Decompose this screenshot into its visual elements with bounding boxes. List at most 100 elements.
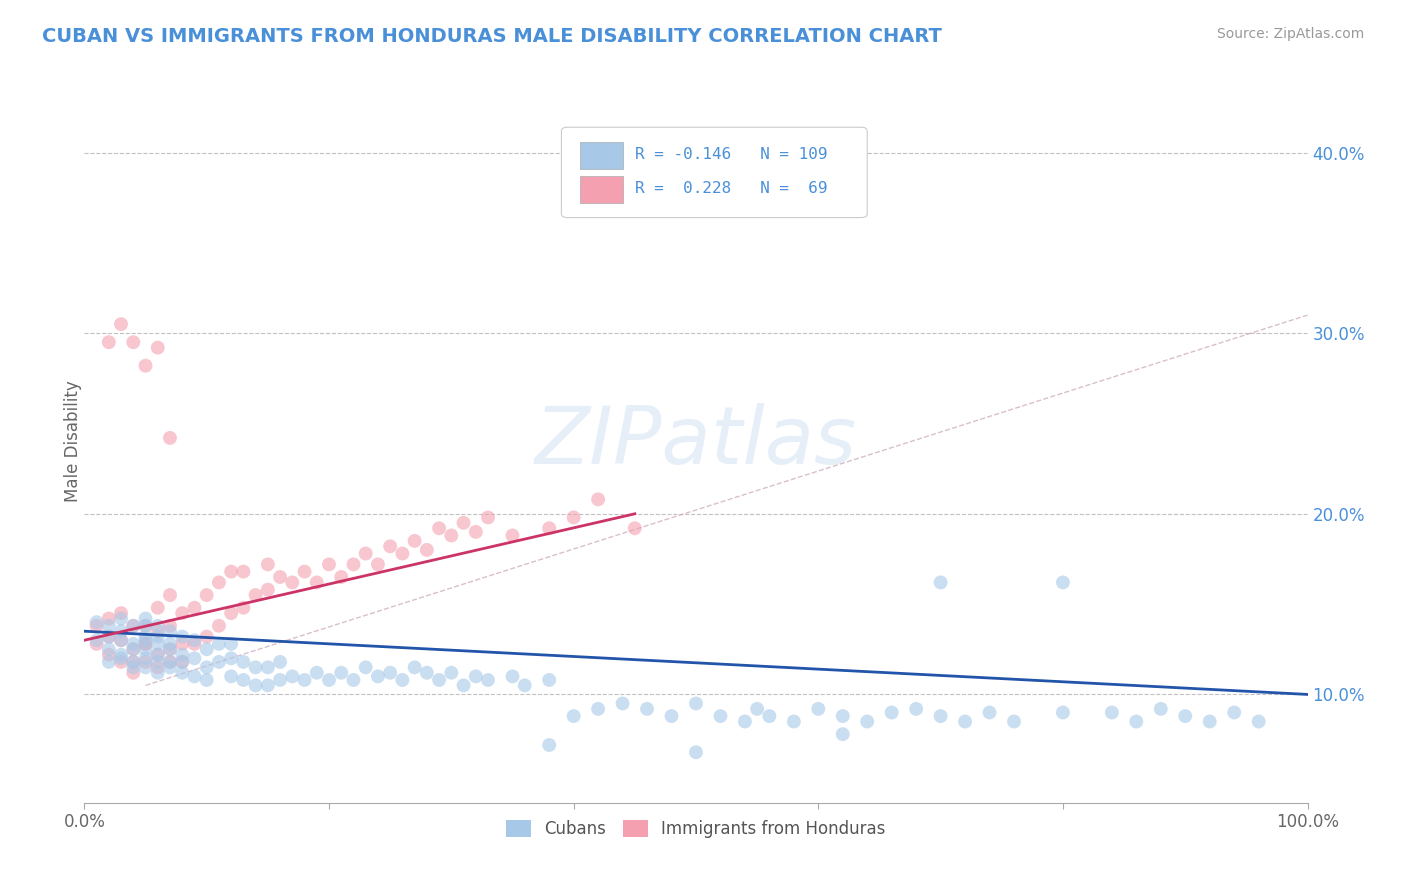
Point: [208, 575, 231, 590]
Point: [477, 673, 499, 687]
Point: [122, 619, 145, 633]
Point: [257, 582, 280, 597]
Point: [97, 611, 120, 625]
Point: [86, 615, 108, 630]
Point: [97, 655, 120, 669]
Point: [709, 709, 731, 723]
Point: [318, 673, 340, 687]
Y-axis label: Male Disability: Male Disability: [65, 381, 82, 502]
Point: [110, 633, 132, 648]
Point: [905, 702, 928, 716]
FancyBboxPatch shape: [579, 142, 623, 169]
Point: [172, 630, 194, 644]
Point: [1052, 575, 1074, 590]
Point: [159, 619, 181, 633]
Point: [219, 637, 242, 651]
Point: [281, 575, 304, 590]
Point: [135, 633, 157, 648]
Point: [342, 673, 364, 687]
Point: [172, 637, 194, 651]
Point: [367, 669, 389, 683]
Point: [219, 565, 242, 579]
FancyBboxPatch shape: [579, 176, 623, 203]
Point: [1150, 702, 1173, 716]
Point: [586, 702, 609, 716]
Point: [380, 665, 402, 680]
Point: [146, 665, 169, 680]
Point: [404, 533, 426, 548]
Point: [1174, 709, 1197, 723]
Point: [183, 669, 205, 683]
Point: [1125, 714, 1147, 729]
Point: [122, 660, 145, 674]
Point: [146, 660, 169, 674]
Point: [734, 714, 756, 729]
Point: [122, 335, 145, 350]
Point: [159, 588, 181, 602]
Point: [245, 678, 267, 692]
Point: [354, 547, 377, 561]
Point: [513, 678, 536, 692]
Point: [146, 637, 169, 651]
Point: [195, 660, 218, 674]
Point: [245, 588, 267, 602]
Point: [979, 706, 1001, 720]
Point: [758, 709, 780, 723]
Point: [257, 660, 280, 674]
Point: [97, 335, 120, 350]
Text: Source: ZipAtlas.com: Source: ZipAtlas.com: [1216, 27, 1364, 41]
Point: [195, 642, 218, 657]
Point: [354, 660, 377, 674]
Point: [122, 655, 145, 669]
Point: [219, 606, 242, 620]
Point: [135, 630, 157, 644]
Point: [135, 642, 157, 657]
Point: [195, 673, 218, 687]
Text: CUBAN VS IMMIGRANTS FROM HONDURAS MALE DISABILITY CORRELATION CHART: CUBAN VS IMMIGRANTS FROM HONDURAS MALE D…: [42, 27, 942, 45]
Point: [135, 619, 157, 633]
Point: [269, 673, 291, 687]
Point: [477, 510, 499, 524]
Point: [416, 542, 439, 557]
Point: [257, 558, 280, 572]
Point: [122, 642, 145, 657]
Point: [146, 648, 169, 662]
Point: [257, 678, 280, 692]
Text: R = -0.146   N = 109: R = -0.146 N = 109: [636, 147, 827, 162]
Point: [232, 565, 254, 579]
Point: [831, 709, 853, 723]
Point: [172, 606, 194, 620]
Point: [97, 630, 120, 644]
Point: [502, 528, 524, 542]
Text: ZIPatlas: ZIPatlas: [534, 402, 858, 481]
Point: [330, 665, 353, 680]
Point: [135, 651, 157, 665]
Point: [831, 727, 853, 741]
Point: [208, 655, 231, 669]
Point: [172, 655, 194, 669]
Point: [427, 521, 450, 535]
Point: [232, 673, 254, 687]
Point: [453, 516, 475, 530]
Point: [135, 660, 157, 674]
Point: [219, 669, 242, 683]
Point: [122, 655, 145, 669]
Point: [685, 745, 707, 759]
Point: [953, 714, 976, 729]
Point: [97, 619, 120, 633]
Point: [159, 655, 181, 669]
Point: [367, 558, 389, 572]
Point: [269, 570, 291, 584]
Point: [110, 633, 132, 648]
Point: [146, 619, 169, 633]
Point: [440, 528, 463, 542]
Point: [342, 558, 364, 572]
Point: [183, 651, 205, 665]
Point: [159, 624, 181, 639]
Point: [159, 637, 181, 651]
Point: [391, 673, 413, 687]
Text: R =  0.228   N =  69: R = 0.228 N = 69: [636, 181, 827, 196]
Point: [146, 600, 169, 615]
Point: [586, 492, 609, 507]
Point: [86, 637, 108, 651]
